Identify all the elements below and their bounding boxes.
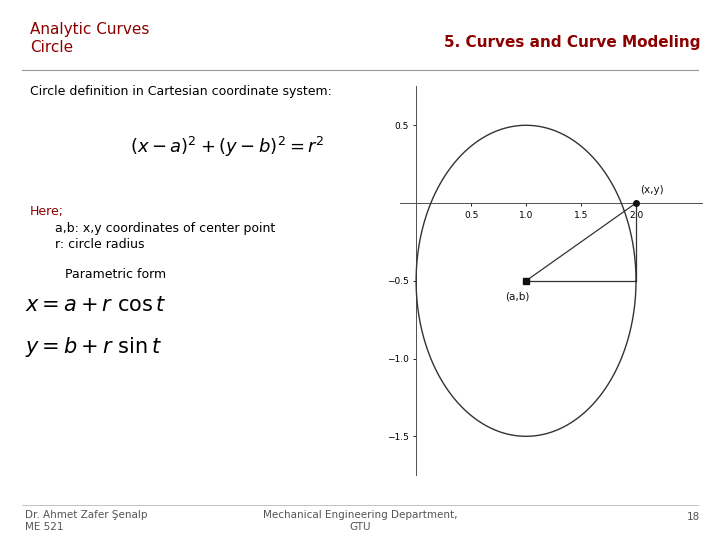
Text: (x,y): (x,y): [640, 185, 664, 195]
Text: Mechanical Engineering Department,
GTU: Mechanical Engineering Department, GTU: [263, 510, 457, 531]
Text: $y = b + r\ \sin t$: $y = b + r\ \sin t$: [25, 335, 162, 359]
Text: r: circle radius: r: circle radius: [55, 238, 145, 251]
Text: Dr. Ahmet Zafer Şenalp
ME 521: Dr. Ahmet Zafer Şenalp ME 521: [25, 510, 148, 531]
Text: $(x-a)^2 + (y-b)^2 = r^2$: $(x-a)^2 + (y-b)^2 = r^2$: [130, 135, 325, 159]
Text: Analytic Curves: Analytic Curves: [30, 22, 149, 37]
Text: $x = a + r\ \cos t$: $x = a + r\ \cos t$: [25, 295, 166, 315]
Text: Parametric form: Parametric form: [65, 268, 166, 281]
Text: Circle definition in Cartesian coordinate system:: Circle definition in Cartesian coordinat…: [30, 85, 332, 98]
Text: a,b: x,y coordinates of center point: a,b: x,y coordinates of center point: [55, 222, 275, 235]
Text: Circle: Circle: [30, 40, 73, 55]
Text: (a,b): (a,b): [505, 292, 529, 302]
Text: Here;: Here;: [30, 205, 64, 218]
Text: 5. Curves and Curve Modeling: 5. Curves and Curve Modeling: [444, 35, 700, 50]
Text: 18: 18: [687, 512, 700, 522]
